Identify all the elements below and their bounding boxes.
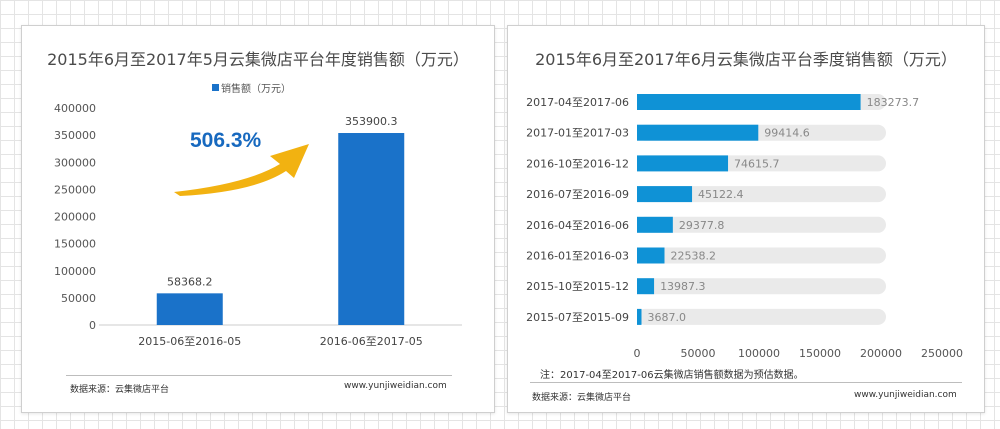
quarterly-website: www.yunjiweidian.com: [854, 390, 957, 400]
y-tick-label: 400000: [54, 102, 96, 115]
growth-annotation: 506.3%: [190, 129, 262, 152]
bar: [637, 186, 693, 203]
annual-source: 数据来源：云集微店平台: [70, 385, 170, 395]
footer-rule: [530, 382, 962, 383]
bar: [637, 308, 642, 325]
data-label: 74615.7: [734, 157, 780, 170]
bar-track: [637, 216, 886, 233]
bar-track: [637, 308, 886, 325]
y-category-label: 2015-10至2015-12: [526, 280, 629, 293]
growth-arrow-icon: [174, 144, 309, 196]
y-tick-label: 350000: [54, 129, 96, 142]
y-category-label: 2016-07至2016-09: [526, 188, 629, 201]
quarterly-source: 数据来源：云集微店平台: [532, 393, 632, 403]
bar: [637, 155, 729, 172]
y-tick-label: 0: [89, 319, 96, 332]
data-label: 13987.3: [660, 280, 706, 293]
y-category-label: 2017-01至2017-03: [526, 127, 629, 140]
bar-track: [637, 278, 886, 295]
x-tick-label: 2015-06至2016-05: [138, 335, 241, 348]
data-label: 99414.6: [764, 127, 810, 140]
bar: [637, 124, 759, 141]
data-label: 29377.8: [679, 219, 725, 232]
x-tick-label: 0: [634, 347, 641, 360]
legend-label: 销售额（万元）: [221, 84, 291, 95]
y-tick-label: 100000: [54, 265, 96, 278]
data-label: 58368.2: [167, 275, 213, 288]
data-label: 22538.2: [670, 250, 716, 263]
y-category-label: 2016-01至2016-03: [526, 250, 629, 263]
quarterly-chart-title: 2015年6月至2017年6月云集微店平台季度销售额（万元）: [535, 50, 957, 69]
legend-swatch: [212, 84, 219, 91]
y-category-label: 2016-04至2016-06: [526, 219, 629, 232]
y-tick-label: 50000: [61, 292, 96, 305]
data-label: 183273.7: [867, 96, 920, 109]
x-tick-label: 50000: [681, 347, 716, 360]
bar: [637, 278, 655, 295]
y-category-label: 2015-07至2015-09: [526, 311, 629, 324]
bar-track: [637, 247, 886, 264]
footer-rule: [66, 375, 452, 376]
quarterly-sales-panel: 2015年6月至2017年6月云集微店平台季度销售额（万元） 2017-04至2…: [507, 25, 985, 413]
annual-chart-title: 2015年6月至2017年5月云集微店平台年度销售额（万元）: [47, 50, 469, 69]
quarterly-bar-chart: 2017-04至2017-06 183273.7 2017-01至2017-03 99…: [526, 94, 963, 360]
x-tick-label: 100000: [738, 347, 780, 360]
y-tick-label: 150000: [54, 238, 96, 251]
y-category-label: 2017-04至2017-06: [526, 96, 629, 109]
annual-bar-chart: 0 50000 100000 150000 200000 250000 300000 3500…: [54, 102, 462, 348]
bar: [637, 247, 665, 264]
annual-legend: 销售额（万元）: [212, 80, 291, 95]
data-label: 45122.4: [698, 188, 744, 201]
annual-website: www.yunjiweidian.com: [344, 381, 447, 391]
quarterly-note: 注：2017-04至2017-06云集微店销售额数据为预估数据。: [540, 370, 804, 381]
y-tick-label: 250000: [54, 183, 96, 196]
annual-sales-panel: 2015年6月至2017年5月云集微店平台年度销售额（万元） 销售额（万元） 0…: [21, 25, 495, 413]
bar: [338, 133, 405, 325]
x-tick-label: 2016-06至2017-05: [320, 335, 423, 348]
y-category-label: 2016-10至2016-12: [526, 157, 629, 170]
x-tick-label: 150000: [799, 347, 841, 360]
x-tick-label: 250000: [921, 347, 963, 360]
y-tick-label: 200000: [54, 211, 96, 224]
bar: [637, 216, 673, 233]
bar-track: [637, 186, 886, 203]
y-tick-label: 300000: [54, 156, 96, 169]
bar: [637, 94, 861, 110]
bar: [156, 293, 223, 325]
data-label: 3687.0: [647, 311, 686, 324]
data-label: 353900.3: [345, 115, 398, 128]
x-tick-label: 200000: [860, 347, 902, 360]
